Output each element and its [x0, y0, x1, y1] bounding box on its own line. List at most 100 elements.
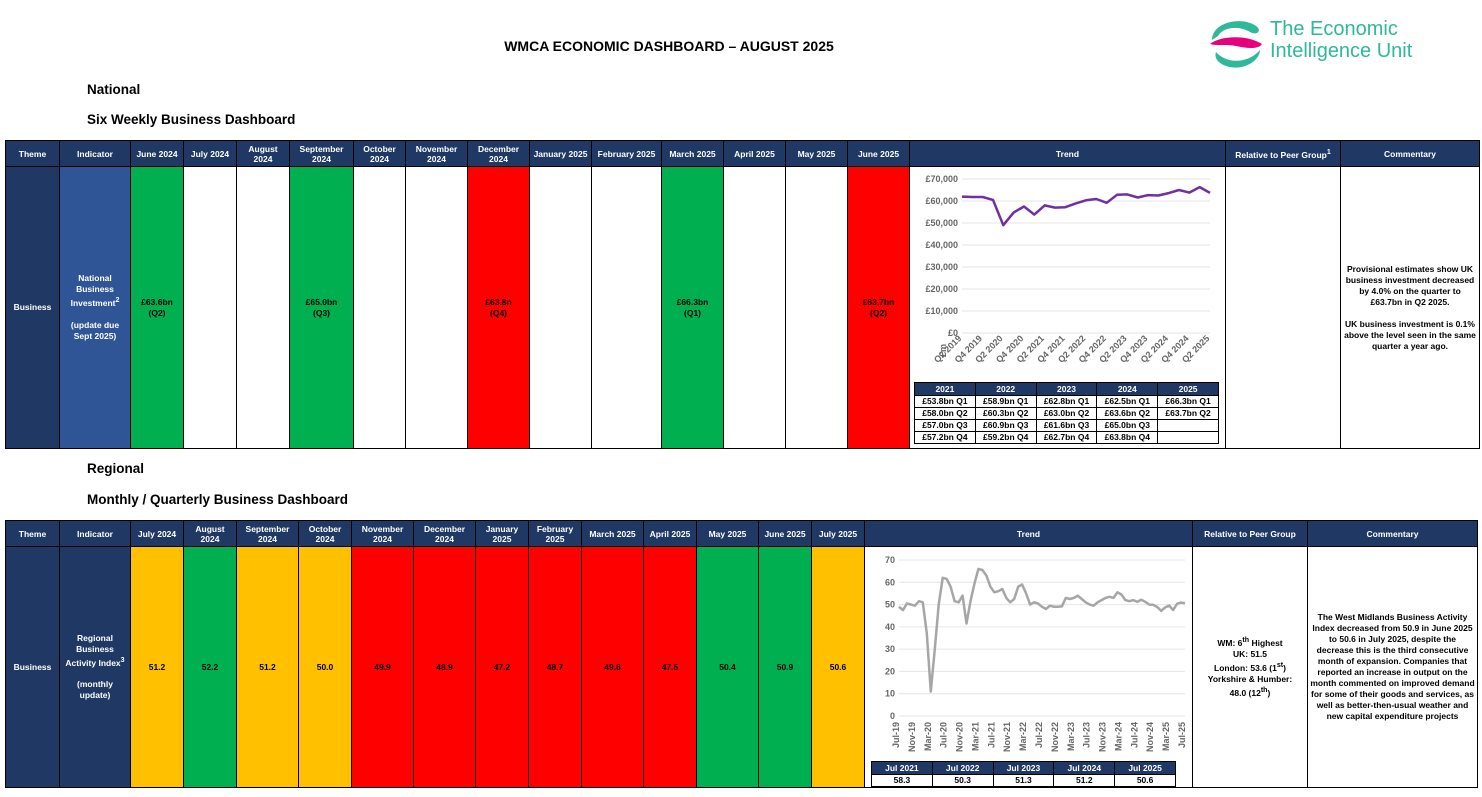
x-tick-label: Jul-23	[1082, 722, 1092, 748]
month-status-cell: 51.2	[130, 546, 184, 788]
month-status-cell: 51.2	[236, 546, 299, 788]
month-header: December 2024	[467, 140, 530, 167]
mini-table-cell	[1157, 431, 1219, 444]
month-status-cell: 52.2	[183, 546, 237, 788]
y-tick-label: 20	[885, 666, 895, 676]
mini-table-cell: £66.3bn Q1	[1157, 395, 1219, 408]
cell-value: 50.6	[829, 661, 847, 672]
month-header: April 2025	[643, 520, 697, 547]
national-investment-chart: £0 £10,000 £20,000 £30,000 £40,000 £50,000 £60…	[925, 174, 1211, 365]
cell-value: 51.2	[259, 661, 276, 672]
cell-period: (Q2)	[148, 307, 166, 318]
y-tick-label: £20,000	[925, 284, 958, 294]
month-header: November 2024	[351, 520, 414, 547]
month-header: October 2024	[298, 520, 352, 547]
x-tick-label: Mar-23	[1066, 722, 1076, 751]
y-tick-label: 40	[885, 622, 895, 632]
month-status-cell: £63.8n (Q4)	[467, 166, 530, 449]
y-tick-label: £0	[948, 328, 958, 338]
mini-table-header: 2024	[1096, 382, 1159, 396]
regional-trend-cell: 0 10 20 30 40 50 60 70 Jul-19 Nov-19 Mar-20 Jul-20 N…	[864, 546, 1193, 788]
mini-table-cell: £57.2bn Q4	[914, 431, 976, 444]
cell-value: 50.4	[719, 661, 736, 672]
month-status-cell: 49.9	[351, 546, 414, 788]
mini-table-header: 2022	[974, 382, 1037, 396]
x-tick-label: Mar-24	[1113, 722, 1123, 751]
month-status-cell: £63.6bn (Q2)	[130, 166, 184, 449]
x-tick-label: Nov-21	[1002, 722, 1012, 752]
national-header-row: Theme Indicator June 2024 July 2024 Augu…	[5, 140, 1480, 167]
logo-text: The Economic Intelligence Unit	[1270, 18, 1413, 62]
indicator-cell: National Business Investment2 (update du…	[59, 166, 131, 449]
month-header: July 2024	[183, 140, 237, 167]
commentary-cell: Provisional estimates show UK business i…	[1340, 166, 1480, 449]
mini-table-header: Jul 2022	[931, 761, 994, 775]
month-status-cell	[723, 166, 786, 449]
theme-header: Theme	[5, 140, 60, 167]
cell-period: (Q1)	[684, 307, 701, 318]
mini-table-cell: £58.0bn Q2	[914, 407, 976, 420]
x-tick-label: Mar-21	[970, 722, 980, 751]
month-header: August 2024	[183, 520, 237, 547]
x-tick-label: Jul-19	[891, 722, 901, 748]
month-header: June 2024	[130, 140, 184, 167]
mini-table-cell: 50.3	[931, 774, 994, 787]
month-status-cell: 48.9	[413, 546, 476, 788]
mini-table-cell: £57.0bn Q3	[914, 419, 976, 432]
x-tick-label: Nov-22	[1050, 722, 1060, 752]
mini-table-cell: £61.6bn Q3	[1035, 419, 1098, 432]
mini-table-header: Jul 2023	[992, 761, 1055, 775]
x-tick-label: Mar-22	[1018, 722, 1028, 751]
mini-table-row: 58.3 50.3 51.3 51.2 50.6	[871, 774, 1176, 787]
month-status-cell: 50.4	[696, 546, 759, 788]
month-status-cell	[183, 166, 237, 449]
month-status-cell	[591, 166, 662, 449]
national-dashboard-table: Theme Indicator June 2024 July 2024 Augu…	[5, 140, 1480, 449]
month-status-cell	[405, 166, 468, 449]
mini-table-cell: £63.0bn Q2	[1035, 407, 1098, 420]
mini-table-header: Jul 2024	[1053, 761, 1116, 775]
eiu-logo-mark-icon	[1210, 21, 1262, 68]
cell-value: 48.9	[436, 661, 453, 672]
mini-table-header: 2023	[1035, 382, 1098, 396]
month-header: April 2025	[723, 140, 786, 167]
mini-table-header: 2021	[914, 382, 976, 396]
cell-value: £63.6bn	[141, 296, 173, 307]
month-status-cell: 50.9	[758, 546, 812, 788]
peer-cell: WM: 6th Highest UK: 51.5 London: 53.6 (1…	[1192, 546, 1308, 788]
theme-cell: Business	[5, 546, 60, 788]
y-tick-label: 60	[885, 577, 895, 587]
y-tick-label: £60,000	[925, 196, 958, 206]
y-tick-label: 10	[885, 689, 895, 699]
national-label: National	[87, 82, 141, 97]
peer-header: Relative to Peer Group1	[1225, 140, 1341, 167]
regional-header-row: Theme Indicator July 2024 August 2024 Se…	[5, 520, 1478, 547]
cell-value: £66.3bn	[676, 296, 709, 307]
month-header: November 2024	[405, 140, 468, 167]
cell-value: 49.6	[604, 661, 621, 672]
mini-table-cell: £60.9bn Q3	[974, 419, 1037, 432]
x-tick-label: Mar-20	[923, 722, 933, 751]
mini-table-cell: £62.8bn Q1	[1035, 395, 1098, 408]
x-tick-label: Jul-24	[1129, 722, 1139, 748]
cell-value: 47.2	[493, 661, 511, 672]
mini-table-cell: 51.2	[1053, 774, 1116, 787]
cell-value: 49.9	[374, 661, 391, 672]
month-header: December 2024	[413, 520, 476, 547]
mini-table-cell: £65.0bn Q3	[1096, 419, 1159, 432]
month-status-cell	[785, 166, 848, 449]
month-status-cell	[529, 166, 592, 449]
trend-header: Trend	[864, 520, 1193, 547]
mini-table-row: £57.2bn Q4 £59.2bn Q4 £62.7bn Q4 £63.8bn Q4	[914, 431, 1219, 444]
mini-table-cell: 58.3	[871, 774, 933, 787]
regional-activity-chart: 0 10 20 30 40 50 60 70 Jul-19 Nov-19 Mar-20 Jul-20 N…	[885, 555, 1187, 752]
month-status-cell: 50.6	[811, 546, 865, 788]
mini-table-row: £58.0bn Q2 £60.3bn Q2 £63.0bn Q2 £63.6bn Q2…	[914, 407, 1219, 420]
month-status-cell: £66.3bn (Q1)	[661, 166, 724, 449]
commentary-header: Commentary	[1307, 520, 1478, 547]
month-status-cell: £63.7bn (Q2)	[847, 166, 910, 449]
cell-value: 51.2	[148, 661, 166, 672]
mini-table-cell: £63.8bn Q4	[1096, 431, 1159, 444]
national-quarterly-table: 2021 2022 2023 2024 2025 £53.8bn Q1 £58.9bn Q1…	[914, 382, 1219, 444]
cell-value: £63.8n	[485, 296, 512, 307]
